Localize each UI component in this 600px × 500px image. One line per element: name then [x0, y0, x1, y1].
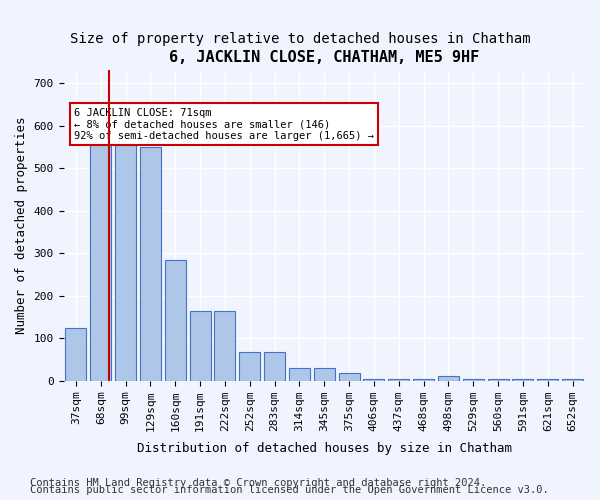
- Bar: [413, 378, 434, 380]
- Bar: [289, 368, 310, 380]
- Bar: [190, 310, 211, 380]
- Bar: [488, 378, 509, 380]
- Text: Contains public sector information licensed under the Open Government Licence v3: Contains public sector information licen…: [30, 485, 549, 495]
- Title: 6, JACKLIN CLOSE, CHATHAM, ME5 9HF: 6, JACKLIN CLOSE, CHATHAM, ME5 9HF: [169, 50, 479, 65]
- Bar: [140, 147, 161, 380]
- Text: Contains HM Land Registry data © Crown copyright and database right 2024.: Contains HM Land Registry data © Crown c…: [30, 478, 486, 488]
- Bar: [512, 378, 533, 380]
- Bar: [537, 378, 559, 380]
- Bar: [562, 378, 583, 380]
- Bar: [264, 352, 285, 380]
- Bar: [239, 352, 260, 380]
- Bar: [438, 376, 459, 380]
- Y-axis label: Number of detached properties: Number of detached properties: [15, 116, 28, 334]
- Bar: [338, 374, 359, 380]
- X-axis label: Distribution of detached houses by size in Chatham: Distribution of detached houses by size …: [137, 442, 512, 455]
- Text: Size of property relative to detached houses in Chatham: Size of property relative to detached ho…: [70, 32, 530, 46]
- Bar: [463, 378, 484, 380]
- Bar: [90, 142, 112, 380]
- Bar: [165, 260, 186, 380]
- Bar: [314, 368, 335, 380]
- Text: 6 JACKLIN CLOSE: 71sqm
← 8% of detached houses are smaller (146)
92% of semi-det: 6 JACKLIN CLOSE: 71sqm ← 8% of detached …: [74, 108, 374, 141]
- Bar: [65, 328, 86, 380]
- Bar: [214, 310, 235, 380]
- Bar: [364, 378, 385, 380]
- Bar: [115, 144, 136, 380]
- Bar: [388, 378, 409, 380]
